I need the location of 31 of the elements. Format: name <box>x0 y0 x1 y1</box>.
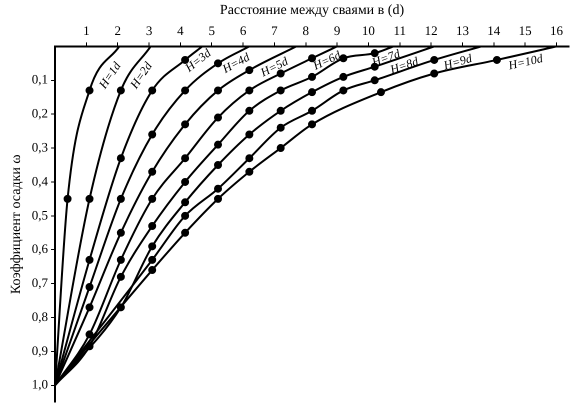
text: H=10d <box>506 50 545 73</box>
x-axis-title: Расстояние между сваями в (d) <box>220 3 404 18</box>
y-tick-label: 0,7 <box>32 275 49 290</box>
y-tick-label: 0,8 <box>32 308 48 324</box>
y-tick-label: 0,2 <box>32 106 48 121</box>
x-tick-label: 7 <box>271 23 278 38</box>
x-tick-label: 5 <box>208 23 215 38</box>
y-tick-label: 0,4 <box>32 173 49 188</box>
y-tick-label: 0,6 <box>32 241 49 256</box>
y-tick-label: 1,0 <box>32 376 48 392</box>
text: H=6d <box>310 47 344 74</box>
x-tick-label: 3 <box>146 23 152 38</box>
x-tick-label: 11 <box>394 23 406 38</box>
x-tick-label: 6 <box>240 23 247 38</box>
y-tick-label: 0,9 <box>32 342 48 358</box>
y-tick-label: 0,3 <box>32 139 48 154</box>
x-tick-label: 2 <box>114 23 121 38</box>
x-tick-label: 12 <box>424 23 438 38</box>
y-axis-title: Коэффициент осадки ω <box>9 154 24 294</box>
x-tick-label: 14 <box>487 23 501 38</box>
x-tick-label: 4 <box>177 23 184 38</box>
x-tick-label: 15 <box>518 23 532 38</box>
x-tick-label: 9 <box>334 23 340 38</box>
x-tick-label: 10 <box>362 23 375 38</box>
y-tick-label: 0,1 <box>32 72 48 87</box>
x-tick-label: 13 <box>456 23 469 38</box>
y-tick-label: 0,5 <box>32 207 48 222</box>
x-tick-label: 16 <box>550 23 564 38</box>
x-tick-label: 8 <box>302 23 310 38</box>
x-tick-label: 1 <box>83 23 90 38</box>
text: H=9d <box>440 50 474 73</box>
